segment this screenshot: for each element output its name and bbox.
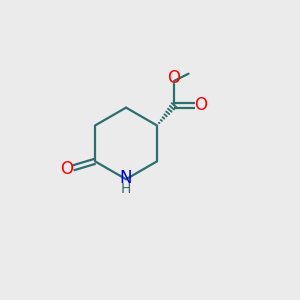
Text: N: N bbox=[120, 169, 132, 187]
Text: O: O bbox=[168, 69, 181, 87]
Text: O: O bbox=[194, 96, 207, 114]
Text: O: O bbox=[60, 160, 73, 178]
Text: H: H bbox=[121, 182, 131, 196]
